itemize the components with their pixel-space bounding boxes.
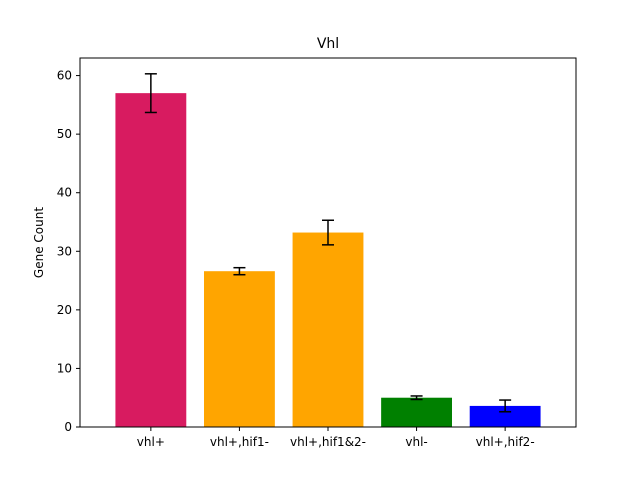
y-tick-label-3: 30 — [57, 244, 72, 258]
y-tick-label-2: 20 — [57, 303, 72, 317]
x-tick-label-1: vhl+,hif1- — [210, 435, 269, 449]
y-tick-label-6: 60 — [57, 69, 72, 83]
error-bar-0 — [144, 73, 157, 114]
error-bar-1 — [233, 266, 246, 276]
bar-1 — [204, 271, 275, 427]
y-tick-label-0: 0 — [64, 420, 72, 434]
bar-0 — [115, 93, 187, 428]
error-bar-3 — [410, 395, 423, 401]
y-axis-label: Gene Count — [32, 207, 46, 278]
bar-3 — [381, 397, 452, 427]
x-tick-label-2: vhl+,hif1&2- — [290, 435, 366, 449]
bar-2 — [292, 232, 364, 427]
errorbar-layer — [144, 73, 512, 413]
y-tick-label-1: 10 — [57, 361, 72, 375]
bars-layer — [115, 93, 541, 428]
y-tick-label-5: 50 — [57, 127, 72, 141]
x-tick-label-4: vhl+,hif2- — [476, 435, 535, 449]
y-tick-label-4: 40 — [57, 186, 72, 200]
error-bar-4 — [499, 399, 512, 413]
bar-4 — [469, 405, 541, 427]
x-tick-label-0: vhl+ — [137, 435, 165, 449]
y-axis: 0 10 20 30 40 50 60 — [57, 69, 80, 434]
x-axis: vhl+ vhl+,hif1- vhl+,hif1&2- vhl-vhl+,hif2- — [137, 427, 535, 449]
x-tick-label-3: vhl- — [405, 435, 427, 449]
error-bar-2 — [322, 219, 334, 246]
chart-title: Vhl — [317, 36, 339, 52]
